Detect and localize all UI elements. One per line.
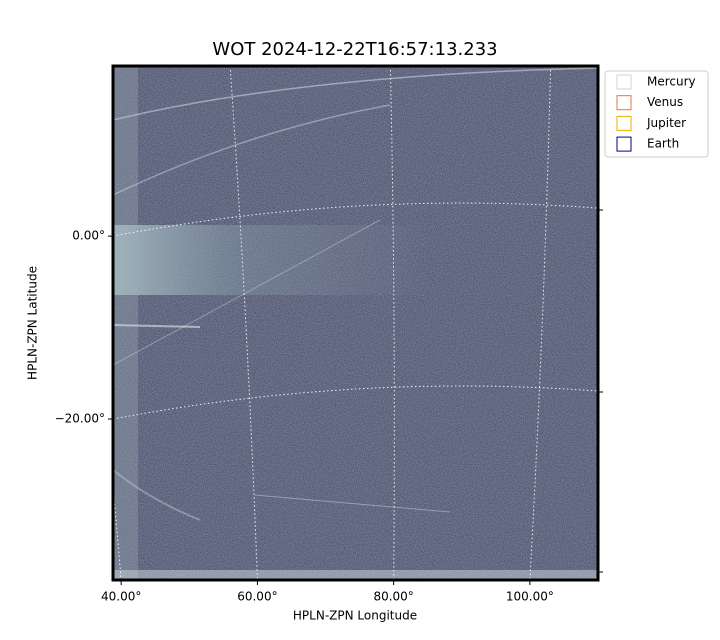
image	[113, 66, 598, 580]
y-tick-label: −20.00°	[55, 412, 105, 426]
legend	[604, 70, 709, 158]
streak	[113, 219, 381, 366]
legend-swatch	[616, 95, 632, 111]
grid-line	[113, 202, 598, 237]
grid-line	[529, 66, 552, 580]
legend-swatch	[616, 74, 632, 90]
plot-frame	[111, 64, 600, 582]
bottom-edge	[113, 570, 598, 580]
legend-label: Venus	[647, 95, 683, 109]
x-axis-label: HPLN-ZPN Longitude	[293, 609, 417, 623]
grid-line	[389, 66, 395, 580]
legend-swatch	[616, 115, 632, 131]
grid-line	[229, 66, 258, 580]
y-tick-label: 0.00°	[72, 229, 105, 243]
image-noise	[113, 66, 598, 580]
grid-line	[113, 480, 122, 580]
x-tick-label: 100.00°	[506, 590, 554, 604]
glow-band	[113, 225, 433, 295]
y-axis-label: HPLN-ZPN Latitude	[26, 266, 40, 380]
legend-swatch	[616, 136, 632, 152]
streak	[113, 67, 598, 121]
grid-line	[113, 385, 598, 420]
edge-glow	[113, 66, 138, 580]
streak	[113, 469, 201, 521]
legend-label: Earth	[647, 137, 679, 151]
x-tick-label: 40.00°	[101, 590, 141, 604]
legend-label: Jupiter	[646, 116, 686, 130]
x-tick-label: 60.00°	[237, 590, 277, 604]
streak	[254, 494, 451, 513]
x-tick-label: 80.00°	[373, 590, 413, 604]
legend-label: Mercury	[647, 75, 696, 89]
streak	[113, 324, 201, 328]
streak	[113, 104, 391, 196]
chart-title: WOT 2024-12-22T16:57:13.233	[212, 39, 497, 60]
